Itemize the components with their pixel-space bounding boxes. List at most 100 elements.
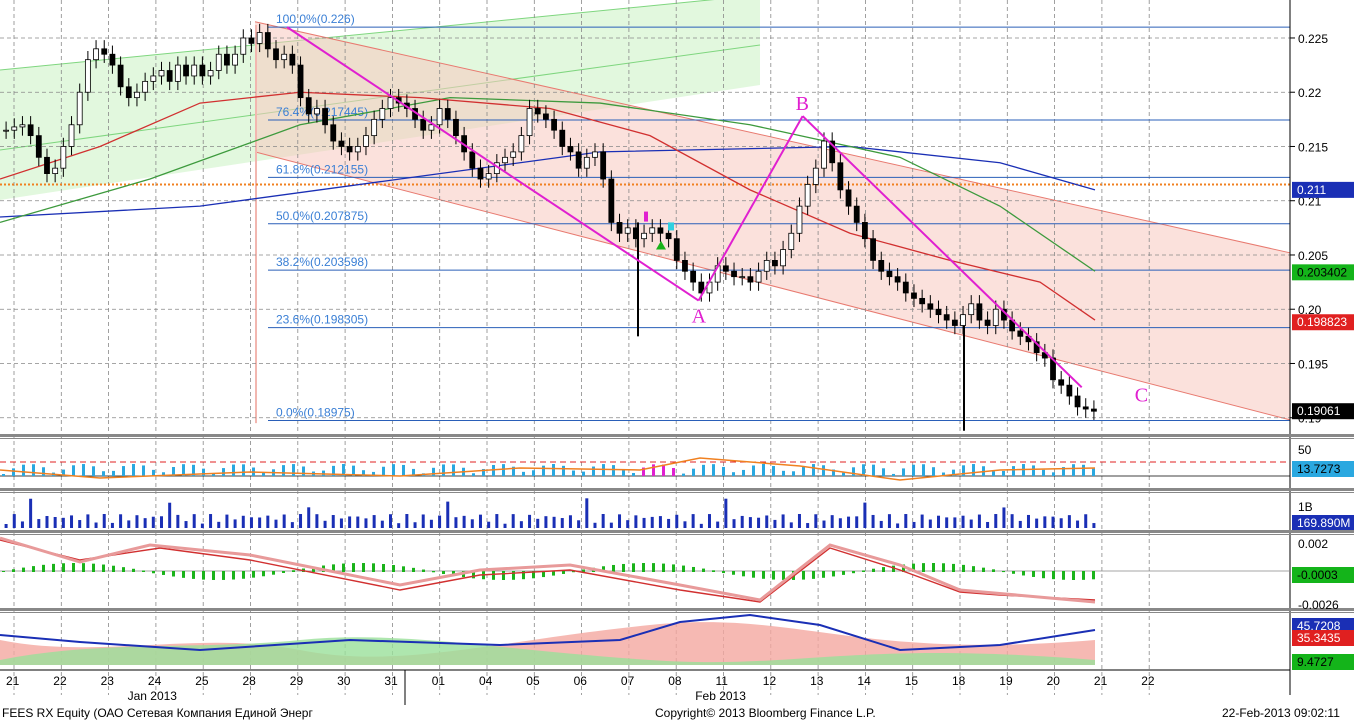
volume-bar xyxy=(405,514,409,528)
candle-body xyxy=(600,151,607,180)
rsi-bar xyxy=(582,471,585,476)
rsi-bar xyxy=(112,470,115,476)
candle-body xyxy=(68,124,75,147)
candle-body xyxy=(477,167,484,180)
rsi-bar xyxy=(672,468,675,476)
rsi-bar xyxy=(332,465,335,476)
candle-body xyxy=(763,259,770,272)
macd-tag: -0.0003 xyxy=(1297,568,1338,582)
volume-bar xyxy=(503,523,507,528)
volume-bar xyxy=(814,514,818,528)
macd-tag-bg xyxy=(1292,567,1354,583)
rsi-bar xyxy=(872,464,875,476)
x-tick-label: 07 xyxy=(621,674,635,688)
macd-bar xyxy=(822,571,825,578)
volume-bar xyxy=(323,520,327,528)
macd-bar xyxy=(192,571,195,579)
volume-bar xyxy=(528,514,532,528)
macd-bar xyxy=(802,571,805,580)
volume-bar xyxy=(110,522,114,528)
fib-label: 61.8%(0.212155) xyxy=(276,162,368,176)
volume-bar xyxy=(740,515,744,528)
macd-bar xyxy=(422,569,425,572)
macd-bar xyxy=(512,571,515,580)
fib-label: 76.4%(0.217445) xyxy=(276,105,368,119)
rsi-bar xyxy=(972,464,975,476)
x-tick-label: 31 xyxy=(384,674,398,688)
volume-bar xyxy=(1084,514,1088,528)
rsi-bar xyxy=(992,471,995,476)
volume-bar xyxy=(822,520,826,528)
volume-bar xyxy=(94,522,98,528)
macd-bar xyxy=(922,563,925,572)
candle-body xyxy=(943,314,950,321)
x-tick-label: 15 xyxy=(905,674,919,688)
volume-bar xyxy=(119,514,123,528)
candle-body xyxy=(853,205,860,223)
rsi-bar xyxy=(572,470,575,476)
macd-bar xyxy=(752,571,755,578)
volume-bar xyxy=(413,522,417,528)
macd-bar xyxy=(602,566,605,572)
candle-body xyxy=(248,37,255,44)
candle-body xyxy=(232,53,239,66)
y-tick-label: 0.195 xyxy=(1298,357,1328,371)
macd-bar xyxy=(1082,571,1085,580)
x-tick-label: 12 xyxy=(763,674,777,688)
x-tick-label: 25 xyxy=(195,674,209,688)
candle-body xyxy=(387,97,394,109)
volume-bar xyxy=(593,522,597,528)
rsi-bar xyxy=(212,473,215,476)
candle-body xyxy=(346,146,353,153)
macd-bar xyxy=(942,563,945,572)
volume-bar xyxy=(847,516,851,528)
panel-separator xyxy=(0,488,1354,491)
candle-body xyxy=(608,178,615,223)
abc-label-A: A xyxy=(692,306,707,328)
macd-bar xyxy=(872,568,875,572)
rsi-bar xyxy=(82,464,85,476)
candle-body xyxy=(821,140,827,169)
fib-label: 100.0%(0.226) xyxy=(276,12,355,26)
price-tag: 0.211 xyxy=(1297,183,1326,197)
volume-bar xyxy=(12,514,16,528)
rsi-bar xyxy=(722,466,725,476)
candle-body xyxy=(583,156,590,169)
rsi-bar xyxy=(442,464,445,476)
volume-bar xyxy=(961,515,965,528)
rsi-bar xyxy=(642,467,645,476)
macd-bar xyxy=(1052,571,1055,580)
candle-body xyxy=(1091,408,1097,412)
macd-bar xyxy=(102,564,105,572)
macd-bar xyxy=(312,566,315,572)
rsi-bar xyxy=(1002,470,1005,476)
rsi-bar xyxy=(892,473,895,476)
rsi-bar xyxy=(562,465,565,476)
fib-label: 23.6%(0.198305) xyxy=(276,313,368,327)
candle-body xyxy=(134,91,140,99)
macd-bar xyxy=(62,563,65,572)
rsi-bar xyxy=(552,464,555,476)
x-tick-label: 22 xyxy=(1141,674,1155,688)
candle-body xyxy=(992,308,999,326)
macd-bar xyxy=(552,571,555,576)
rsi-bar xyxy=(122,466,125,476)
rsi-bar xyxy=(822,465,825,476)
volume-bar xyxy=(781,514,785,528)
volume-bar xyxy=(184,521,188,528)
rsi-bar xyxy=(532,470,535,476)
candle-body xyxy=(624,227,631,234)
candle-body xyxy=(657,227,664,234)
volume-bar xyxy=(789,522,793,528)
macd-bar xyxy=(632,563,635,572)
volume-bar xyxy=(1018,520,1022,528)
volume-bar xyxy=(855,516,859,528)
volume-bar xyxy=(53,517,57,528)
candle-body xyxy=(125,86,132,99)
macd-bar xyxy=(402,566,405,572)
y-tick-label: 0.225 xyxy=(1298,32,1328,46)
ma-green-line xyxy=(0,96,1096,272)
rsi-bar xyxy=(622,469,625,476)
volume-bar xyxy=(282,514,286,528)
candle-body xyxy=(453,118,459,137)
